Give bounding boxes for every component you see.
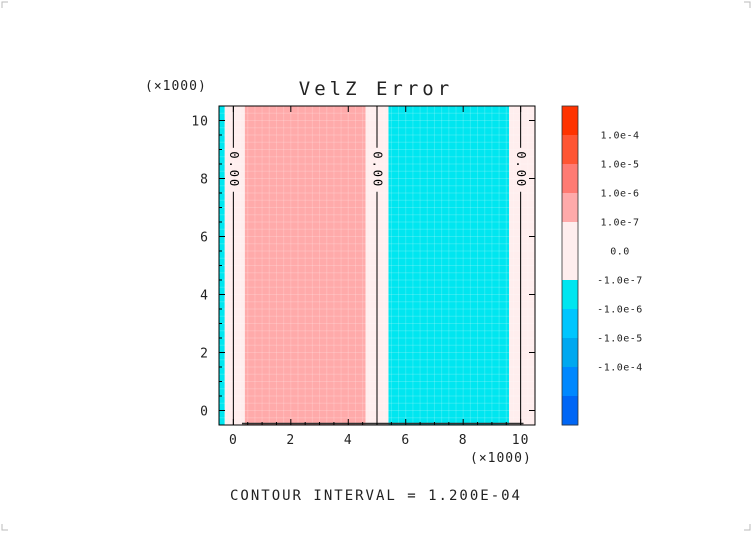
contour-label-2: 0.00 (514, 151, 528, 188)
colorbar-label: 0.0 (610, 247, 630, 258)
colorbar-label: -1.0e-7 (597, 276, 643, 287)
y-tick-label: 4 (200, 289, 209, 304)
colorbar-label: -1.0e-4 (597, 363, 643, 374)
colorbar-label: 1.0e-5 (600, 160, 639, 171)
colorbar-label: 1.0e-7 (600, 218, 639, 229)
colorbar-label: 1.0e-6 (600, 189, 639, 200)
contour-interval-footer: CONTOUR INTERVAL = 1.200E-04 (230, 488, 522, 504)
colorbar-swatch-8 (562, 338, 578, 368)
colorbar-label: 1.0e-4 (600, 131, 639, 142)
y-tick-label: 10 (191, 115, 209, 130)
contour-lines: 0.00 0.00 0.00 (227, 106, 528, 425)
y-tick-label: 0 (200, 405, 209, 420)
colorbar-swatch-9 (562, 367, 578, 397)
contour-label-1: 0.00 (371, 151, 385, 188)
colorbar-swatch-0 (562, 106, 578, 136)
heatmap-band-1 (224, 106, 245, 425)
heatmap-band-4 (388, 106, 510, 425)
colorbar-swatch-4 (562, 222, 578, 252)
y-tick-label: 6 (200, 231, 209, 246)
x-tick-label: 4 (344, 433, 353, 448)
y-tick-label: 2 (200, 347, 209, 362)
heatmap-band-2 (244, 106, 366, 425)
colorbar-swatch-3 (562, 193, 578, 223)
colorbar-label: -1.0e-5 (597, 334, 643, 345)
y-multiplier: (×1000) (145, 79, 207, 94)
contour-label-0: 0.00 (227, 151, 241, 188)
colorbar-frame (561, 105, 579, 426)
x-tick-label: 0 (229, 433, 238, 448)
colorbar-swatch-1 (562, 135, 578, 165)
x-multiplier: (×1000) (470, 451, 532, 466)
colorbar-swatch-10 (562, 396, 578, 426)
colorbar-swatch-7 (562, 309, 578, 339)
x-tick-label: 6 (401, 433, 410, 448)
colorbar-swatch-2 (562, 164, 578, 194)
plot-area (218, 105, 536, 426)
colorbar: 1.0e-4 1.0e-5 1.0e-6 1.0e-7 0.0 -1.0e-7 -1.0e-… (561, 105, 643, 426)
colorbar-swatch-6 (562, 280, 578, 310)
y-tick-label: 8 (200, 173, 209, 188)
axes: 0 2 4 6 8 10 0 2 4 6 8 10 (191, 105, 536, 448)
colorbar-swatch-5 (562, 251, 578, 281)
chart-title: VelZ Error (299, 78, 453, 100)
x-tick-label: 2 (286, 433, 295, 448)
x-tick-label: 8 (459, 433, 468, 448)
heatmap-band-5 (509, 106, 535, 425)
x-tick-label: 10 (512, 433, 530, 448)
colorbar-label: -1.0e-6 (597, 305, 643, 316)
